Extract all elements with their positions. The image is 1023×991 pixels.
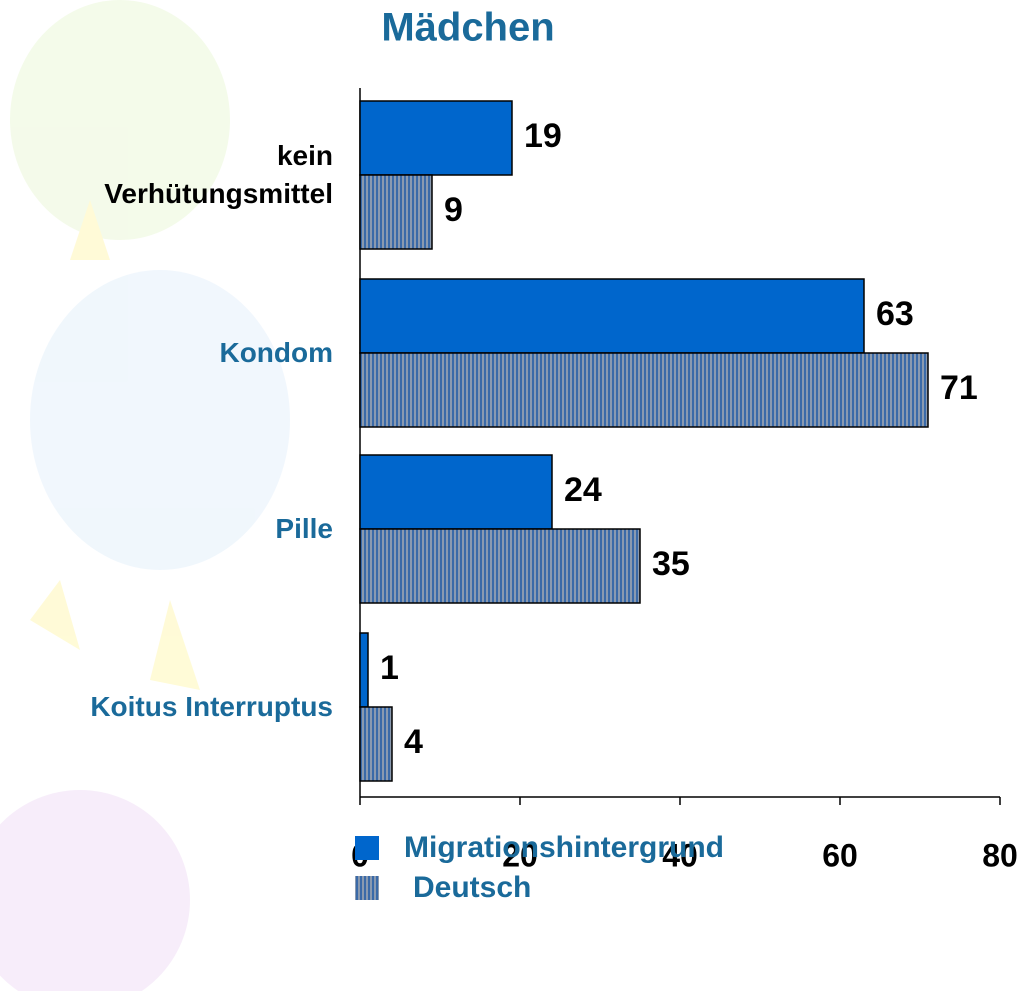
legend-swatch [355,876,379,900]
chart-title: Mädchen [381,6,554,50]
bar [360,101,512,175]
page: Mädchen 0204060801996371243514Migrations… [0,0,1023,991]
bar [360,175,432,249]
bar [360,529,640,603]
data-label: 1 [380,649,399,687]
bar [360,353,928,427]
data-label: 24 [564,471,602,509]
bar [360,455,552,529]
x-tick-label: 80 [982,837,1018,873]
category-label: Pille [0,510,333,548]
bar [360,707,392,781]
category-label: Kondom [0,334,333,372]
data-label: 4 [404,723,423,761]
x-tick-label: 60 [822,837,858,873]
category-label: kein Verhütungsmittel [0,137,333,213]
legend-label: Migrationshintergrund [404,831,724,864]
legend-label: Deutsch [413,871,531,904]
data-label: 9 [444,191,463,229]
bar [360,633,368,707]
data-label: 35 [652,545,690,583]
data-label: 63 [876,295,914,333]
data-label: 19 [524,117,562,155]
category-label: Koitus Interruptus [0,688,333,726]
legend-swatch [355,836,379,860]
bar [360,279,864,353]
data-label: 71 [940,369,978,407]
